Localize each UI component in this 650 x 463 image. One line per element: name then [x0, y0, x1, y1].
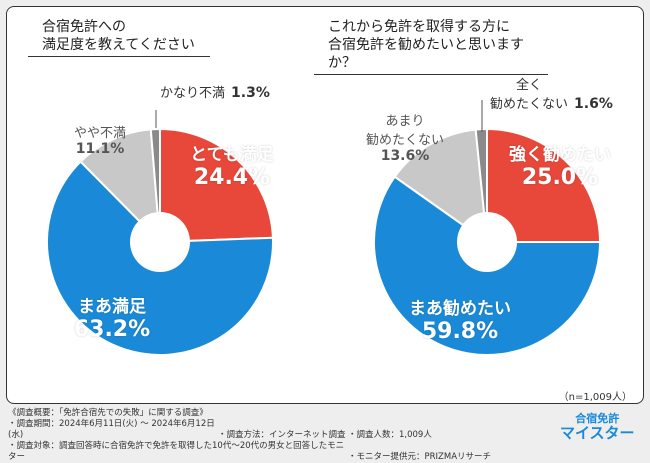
- slice-value: 24.4%: [193, 165, 271, 190]
- footer-target: ・調査対象：調査回答時に合宿免許で免許を取得した10代～20代の男女と回答したモ…: [8, 441, 345, 462]
- footer-title: 《調査概要：「免許合宿先での失敗」に関する調査》: [8, 408, 208, 418]
- slice-name: やや不満: [73, 126, 126, 141]
- slice-1-2: [393, 128, 489, 245]
- footer-period: ・調査期間：2024年6月11日(火) ～ 2024年6月12日(水): [8, 419, 215, 440]
- slice-name: あまり 勧めたくない: [365, 114, 444, 148]
- slice-value: 13.6%: [380, 148, 430, 164]
- logo: 合宿免許 マイスター: [560, 412, 635, 442]
- slice-value: 1.6%: [574, 96, 613, 112]
- slice-name: 強く勧めたい: [509, 145, 611, 165]
- slice-0-0: [159, 127, 274, 244]
- donut-charts: [46, 100, 602, 356]
- slice-label: まあ勧めたい 59.8%: [400, 294, 520, 344]
- slice-value: 1.3%: [231, 85, 270, 101]
- slice-value: 59.8%: [421, 319, 499, 344]
- logo-bottom: マイスター: [560, 424, 635, 442]
- chart-title-right: これから免許を取得する方に 合宿免許を勧めたいと思いますか？: [314, 18, 548, 75]
- footer-count: ・調査人数：1,009人: [348, 430, 432, 440]
- donut-hole: [457, 212, 517, 272]
- sample-size: （n=1,009人）: [558, 392, 632, 403]
- survey-footer: 《調査概要：「免許合宿先での失敗」に関する調査》 ・調査期間：2024年6月11…: [8, 408, 491, 463]
- footer-method: ・調査方法：インターネット調査: [218, 430, 346, 440]
- slice-label: やや不満 11.1%: [40, 122, 160, 157]
- slice-value: 11.1%: [75, 141, 125, 157]
- slice-label: まあ満足 63.2%: [52, 292, 172, 342]
- slice-value: 63.2%: [73, 317, 151, 342]
- slice-label: あまり 勧めたくない 13.6%: [345, 110, 465, 164]
- donut-hole: [130, 212, 190, 272]
- slice-label: 強く勧めたい 25.0%: [500, 140, 620, 190]
- slice-name: とても満足: [190, 145, 274, 165]
- slice-name: まあ満足: [78, 297, 146, 317]
- slice-label: とても満足 24.4%: [172, 140, 292, 190]
- footer-provider: ・モニター提供元：PRIZMAリサーチ: [348, 452, 492, 462]
- slice-1-0: [486, 127, 602, 243]
- slice-name: まあ勧めたい: [409, 299, 511, 319]
- slice-0-2: [79, 128, 162, 245]
- chart-title-left: 合宿免許への 満足度を教えてください: [28, 18, 210, 57]
- slice-name: かなり不満: [160, 86, 226, 101]
- slice-label: かなり不満 1.3%: [160, 82, 270, 101]
- slice-value: 25.0%: [521, 165, 599, 190]
- slice-label: 全く 勧めたくない 1.6%: [490, 74, 613, 112]
- logo-top: 合宿免許: [575, 412, 620, 425]
- slice-name: 全く 勧めたくない: [490, 78, 569, 112]
